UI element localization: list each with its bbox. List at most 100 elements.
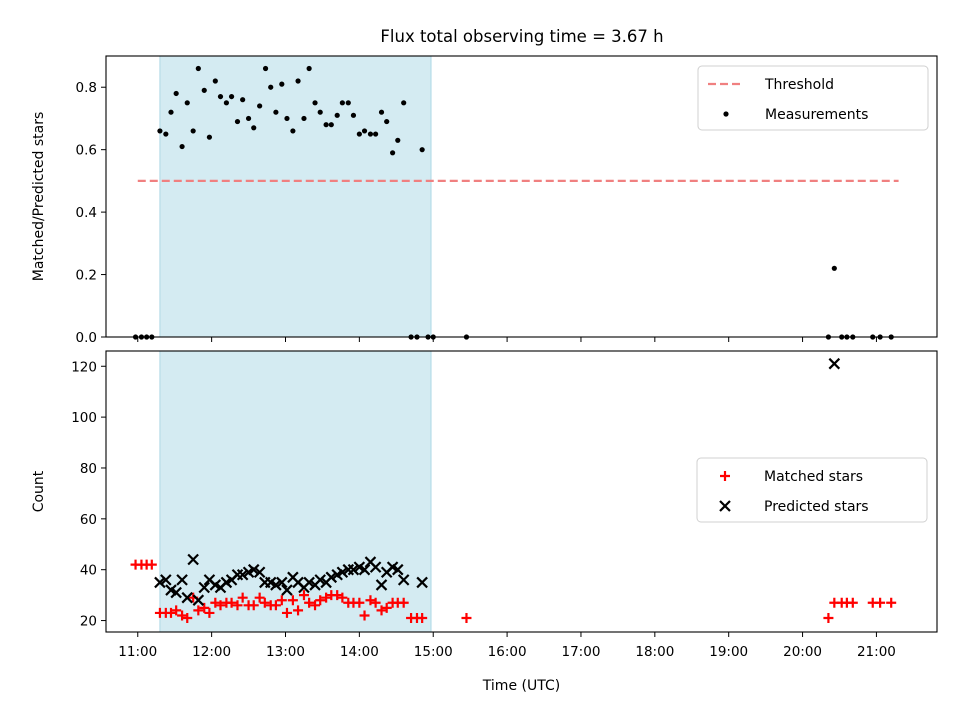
observing-window-shade-top bbox=[159, 55, 432, 338]
bottom-legend: Matched stars Predicted stars bbox=[696, 457, 928, 523]
measurement-point bbox=[163, 131, 169, 137]
legend-label: Threshold bbox=[764, 77, 834, 93]
measurement-point bbox=[168, 109, 174, 115]
y-tick-label: 120 bbox=[71, 359, 97, 375]
measurement-point bbox=[328, 122, 334, 128]
predicted-star-point bbox=[391, 563, 404, 576]
matched-star-point bbox=[398, 597, 409, 608]
matched-star-point bbox=[359, 610, 370, 621]
x-tick-label: 19:00 bbox=[709, 644, 748, 660]
measurement-point bbox=[284, 115, 290, 122]
measurement-point bbox=[268, 84, 274, 90]
x-axis-label: Time (UTC) bbox=[482, 678, 560, 694]
measurement-point bbox=[273, 109, 279, 115]
bottom-panel: 20 40 60 80 100 120 11:00 12:00 13:00 14:00 15:00… bbox=[31, 350, 938, 694]
legend-measurement-handle bbox=[723, 111, 729, 117]
y-tick-label: 60 bbox=[80, 512, 97, 528]
matched-star-point bbox=[226, 597, 237, 608]
legend-frame bbox=[696, 457, 928, 523]
matched-star-point bbox=[376, 605, 387, 616]
measurement-point bbox=[240, 97, 246, 103]
predicted-star-point bbox=[160, 574, 172, 586]
measurement-point bbox=[323, 122, 329, 128]
predicted-star-point bbox=[198, 581, 211, 594]
predicted-star-point bbox=[270, 579, 282, 591]
measurement-point bbox=[157, 128, 163, 134]
top-axes-frame bbox=[105, 55, 938, 338]
measurement-point bbox=[234, 118, 241, 125]
x-tick-label: 15:00 bbox=[414, 644, 453, 660]
matched-star-point bbox=[237, 592, 248, 603]
measurement-point bbox=[317, 109, 323, 115]
measurement-point bbox=[195, 65, 201, 72]
top-legend: Threshold Measurements bbox=[697, 65, 929, 131]
measurement-point bbox=[290, 128, 296, 134]
top-plot-data bbox=[132, 65, 899, 340]
measurement-point bbox=[367, 131, 374, 137]
measurement-point bbox=[228, 93, 235, 100]
measurement-point bbox=[345, 100, 351, 106]
x-tick-label: 16:00 bbox=[488, 644, 527, 660]
predicted-star-point bbox=[336, 566, 349, 579]
matched-star-point bbox=[259, 597, 270, 608]
predicted-star-point bbox=[416, 576, 428, 589]
legend-frame bbox=[697, 65, 929, 131]
x-tick-label: 20:00 bbox=[783, 644, 822, 660]
measurement-point bbox=[395, 137, 401, 143]
predicted-star-point bbox=[176, 574, 188, 586]
matched-star-point bbox=[847, 597, 858, 608]
matched-star-point bbox=[298, 590, 309, 601]
matched-star-point bbox=[146, 559, 157, 570]
chart-title: Flux total observing time = 3.67 h bbox=[380, 27, 663, 46]
matched-star-point bbox=[310, 600, 321, 611]
matched-star-point bbox=[354, 597, 365, 608]
matched-star-point bbox=[254, 592, 265, 603]
matched-star-point bbox=[332, 590, 343, 601]
bottom-plot-data bbox=[130, 357, 897, 624]
predicted-star-point bbox=[397, 574, 410, 586]
x-tick-label: 17:00 bbox=[562, 644, 601, 660]
matched-star-point bbox=[248, 600, 259, 611]
legend-label: Measurements bbox=[765, 107, 868, 123]
bottom-x-ticks: 11:00 12:00 13:00 14:00 15:00 16:00 17:00 18:00… bbox=[118, 632, 896, 660]
predicted-star-point bbox=[236, 569, 249, 581]
predicted-star-point bbox=[154, 576, 166, 589]
matched-star-point bbox=[182, 613, 193, 624]
x-tick-label: 21:00 bbox=[857, 644, 896, 660]
predicted-star-point bbox=[325, 571, 338, 584]
matched-star-point bbox=[204, 607, 215, 618]
measurement-point bbox=[295, 78, 301, 84]
matched-star-point bbox=[199, 602, 210, 613]
x-tick-label: 13:00 bbox=[266, 644, 305, 660]
matched-star-point bbox=[461, 613, 472, 624]
measurement-point bbox=[419, 147, 425, 153]
measurement-point bbox=[251, 125, 257, 131]
measurement-point bbox=[831, 265, 837, 271]
measurement-point bbox=[401, 100, 407, 106]
matched-star-point bbox=[337, 592, 348, 603]
measurement-point bbox=[390, 150, 396, 156]
matched-star-point bbox=[281, 607, 292, 618]
legend-label: Predicted stars bbox=[764, 499, 869, 515]
predicted-star-point bbox=[192, 594, 205, 606]
measurement-point bbox=[306, 65, 312, 72]
matched-star-point bbox=[417, 613, 428, 624]
matched-star-point bbox=[304, 597, 315, 608]
predicted-star-point bbox=[181, 591, 194, 604]
predicted-star-point bbox=[187, 553, 199, 566]
predicted-star-point bbox=[358, 563, 371, 576]
measurement-point bbox=[339, 100, 345, 106]
measurement-point bbox=[223, 100, 230, 106]
measurement-point bbox=[173, 90, 179, 97]
predicted-star-point bbox=[303, 576, 315, 589]
predicted-star-point bbox=[347, 563, 360, 576]
matched-star-point bbox=[886, 597, 897, 608]
matched-star-point bbox=[270, 600, 281, 611]
y-tick-label: 0.2 bbox=[76, 268, 97, 284]
measurement-point bbox=[356, 131, 362, 137]
x-tick-label: 18:00 bbox=[635, 644, 674, 660]
measurement-point bbox=[217, 93, 224, 100]
y-tick-label: 100 bbox=[71, 410, 97, 426]
y-tick-label: 0.8 bbox=[76, 80, 97, 96]
predicted-star-point bbox=[281, 584, 293, 596]
